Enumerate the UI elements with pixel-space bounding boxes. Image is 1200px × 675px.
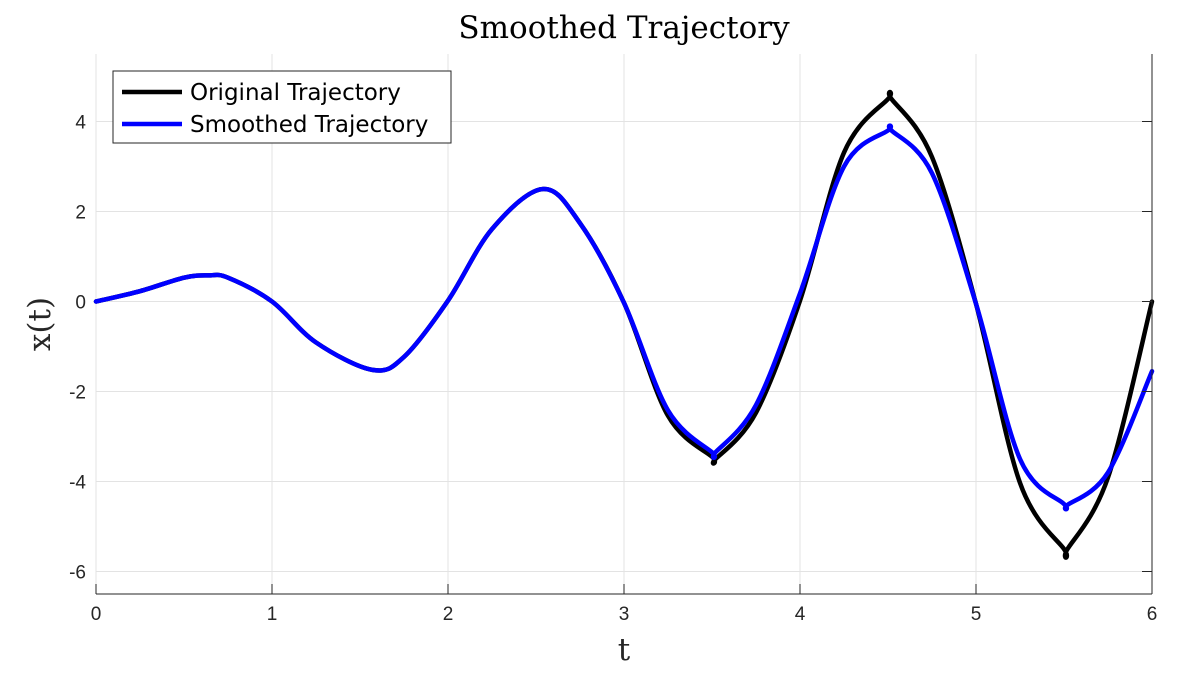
x-axis-title: t — [618, 632, 631, 668]
x-tick-label-5: 5 — [971, 604, 982, 625]
series-lines — [93, 89, 1155, 560]
y-tick-label-1: -4 — [69, 473, 86, 494]
legend: Original Trajectory Smoothed Trajectory — [112, 70, 452, 144]
y-tick-label-5: 4 — [75, 113, 86, 134]
x-tick-label-2: 2 — [443, 604, 454, 625]
x-tick-label-0: 0 — [91, 604, 102, 625]
axes: 0 1 2 3 4 5 6 -6 -4 -2 0 2 4 — [69, 54, 1157, 625]
x-tick-label-3: 3 — [619, 604, 630, 625]
chart-title: Smoothed Trajectory — [458, 10, 790, 46]
legend-label-smoothed-trajectory: Smoothed Trajectory — [190, 112, 428, 138]
x-tick-label-4: 4 — [795, 604, 806, 625]
legend-label-original-trajectory: Original Trajectory — [190, 80, 401, 106]
y-tick-label-0: -6 — [69, 563, 86, 584]
y-tick-label-2: -2 — [69, 383, 86, 404]
y-tick-label-3: 0 — [75, 293, 86, 314]
y-axis-title: x(t) — [22, 297, 58, 351]
y-tick-label-4: 2 — [75, 203, 86, 224]
series-line-smoothed-trajectory — [93, 123, 1155, 512]
x-tick-label-1: 1 — [267, 604, 278, 625]
x-tick-label-6: 6 — [1147, 604, 1158, 625]
legend-box — [112, 70, 452, 144]
